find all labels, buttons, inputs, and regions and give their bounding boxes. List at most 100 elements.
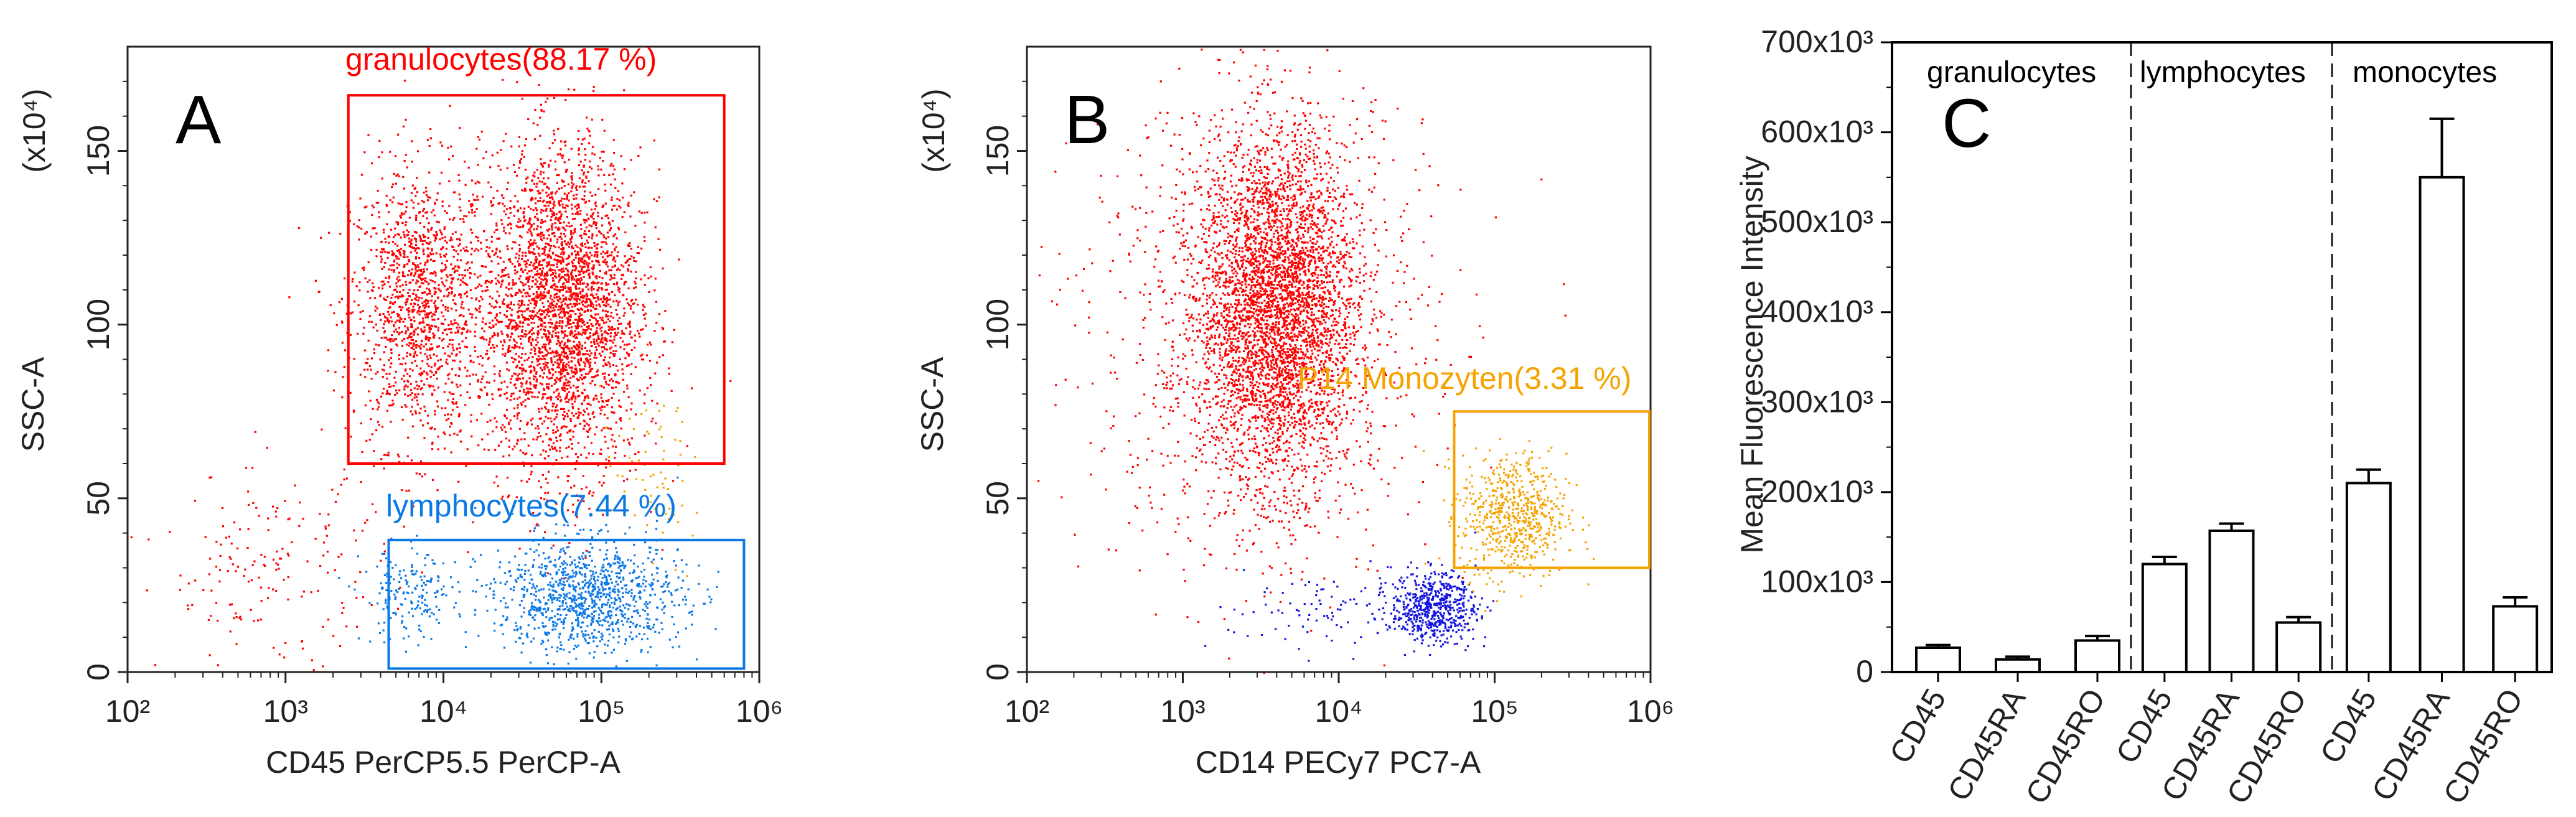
scatter-point: [588, 338, 590, 340]
scatter-point: [560, 347, 563, 349]
scatter-point: [602, 482, 605, 484]
scatter-point: [515, 322, 517, 324]
scatter-point: [592, 212, 595, 215]
scatter-point: [354, 581, 357, 583]
scatter-point: [568, 409, 570, 412]
scatter-point: [568, 159, 571, 161]
scatter-point: [575, 287, 578, 290]
scatter-point: [645, 354, 649, 357]
scatter-point: [536, 190, 539, 192]
scatter-point: [564, 345, 568, 348]
scatter-point: [406, 591, 408, 594]
scatter-point: [512, 241, 515, 243]
scatter-point: [597, 335, 599, 337]
scatter-point: [624, 261, 627, 264]
scatter-point: [386, 256, 389, 259]
scatter-point: [589, 368, 592, 371]
scatter-point: [386, 310, 390, 313]
scatter-point: [603, 298, 606, 301]
scatter-point: [588, 325, 590, 327]
scatter-point: [421, 292, 424, 294]
scatter-point: [509, 399, 512, 401]
scatter-point: [574, 325, 577, 327]
scatter-point: [589, 350, 591, 352]
scatter-point: [447, 287, 449, 290]
scatter-point: [572, 393, 575, 396]
scatter-point: [454, 374, 457, 376]
scatter-point: [607, 398, 610, 401]
scatter-point: [651, 399, 653, 402]
scatter-point: [452, 277, 454, 279]
scatter-point: [579, 351, 581, 353]
scatter-point: [543, 252, 545, 254]
scatter-point: [564, 415, 566, 418]
scatter-point: [456, 406, 459, 408]
scatter-point: [545, 362, 547, 364]
scatter-point: [499, 250, 502, 253]
scatter-point: [608, 174, 611, 177]
scatter-point: [520, 300, 523, 302]
scatter-point: [469, 272, 471, 274]
scatter-point: [416, 279, 418, 282]
scatter-point: [621, 274, 624, 276]
scatter-point: [377, 370, 379, 373]
scatter-point: [588, 371, 591, 373]
scatter-point: [646, 637, 649, 640]
scatter-point: [397, 276, 400, 278]
scatter-point: [561, 388, 564, 391]
scatter-point: [595, 205, 597, 208]
scatter-point: [561, 271, 563, 273]
scatter-point: [500, 219, 503, 222]
scatter-point: [534, 216, 536, 218]
scatter-point: [532, 198, 534, 201]
scatter-point: [574, 468, 577, 470]
scatter-point: [448, 343, 451, 345]
scatter-point: [569, 430, 571, 432]
scatter-point: [562, 283, 564, 286]
scatter-point: [447, 146, 449, 149]
scatter-point: [390, 590, 393, 592]
scatter-point: [548, 292, 550, 294]
scatter-point: [578, 320, 580, 323]
scatter-point: [616, 208, 619, 211]
scatter-point: [546, 482, 549, 484]
scatter-point: [564, 140, 567, 142]
scatter-point: [519, 419, 522, 422]
scatter-point: [502, 424, 504, 426]
scatter-point: [513, 269, 516, 271]
scatter-point: [433, 234, 435, 236]
scatter-point: [452, 154, 454, 157]
scatter-point: [396, 330, 399, 333]
scatter-point: [387, 454, 390, 457]
scatter-point: [419, 240, 422, 242]
scatter-point: [391, 183, 395, 185]
scatter-point: [569, 309, 571, 312]
scatter-point: [626, 260, 629, 263]
scatter-point: [559, 446, 561, 449]
scatter-point: [579, 161, 582, 163]
scatter-point: [629, 322, 631, 324]
scatter-point: [421, 597, 423, 599]
scatter-point: [586, 269, 589, 272]
scatter-point: [390, 338, 393, 340]
scatter-point: [555, 449, 558, 452]
scatter-point: [395, 389, 398, 392]
scatter-point: [533, 248, 535, 251]
scatter-point: [477, 164, 479, 166]
scatter-point: [411, 547, 413, 549]
scatter-point: [596, 322, 599, 324]
scatter-point: [415, 328, 417, 330]
scatter-point: [492, 197, 495, 199]
scatter-point: [398, 279, 401, 281]
scatter-point: [646, 387, 649, 390]
scatter-point: [433, 613, 435, 615]
scatter-point: [389, 302, 391, 304]
scatter-point: [426, 139, 429, 141]
scatter-point: [518, 248, 521, 250]
scatter-point: [415, 214, 418, 217]
scatter-point: [418, 269, 420, 271]
scatter-point: [390, 362, 393, 365]
scatter-point: [566, 338, 569, 341]
scatter-point: [526, 387, 528, 390]
scatter-point: [402, 125, 405, 128]
